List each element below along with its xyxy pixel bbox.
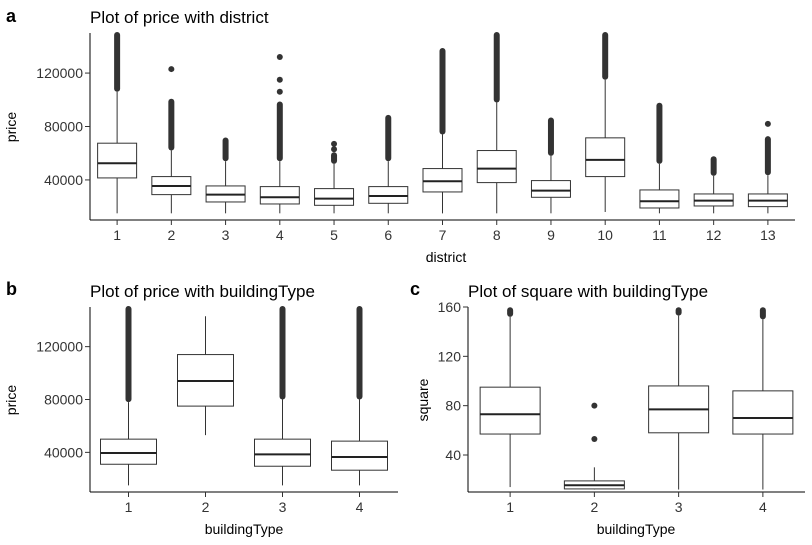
box-a-2 (151, 66, 192, 214)
box-a-11 (639, 102, 680, 214)
box-a-4 (259, 54, 300, 214)
box-a-8 (476, 32, 517, 214)
box-a-7 (422, 48, 463, 214)
y-tick-label-a: 120000 (36, 65, 83, 81)
y-tick-label-b: 80000 (44, 392, 83, 408)
box-a-1 (97, 32, 138, 214)
x-tick-label-b: 2 (202, 499, 210, 515)
box-b-2 (177, 316, 234, 436)
iqr-box (732, 390, 794, 435)
outlier-point (331, 146, 338, 153)
box-a-9 (530, 117, 571, 214)
x-axis-title-a: district (426, 249, 467, 265)
y-tick-label-c: 120 (438, 348, 462, 364)
iqr-box (476, 150, 517, 184)
outlier-point (591, 402, 598, 409)
iqr-box (331, 440, 388, 471)
box-c-3 (648, 307, 710, 490)
box-a-12 (693, 156, 734, 214)
outlier-point (591, 435, 598, 442)
x-tick-label-a: 13 (760, 227, 776, 243)
iqr-box (100, 438, 157, 465)
x-tick-label-a: 5 (330, 227, 338, 243)
outlier-point (276, 88, 283, 95)
panel-title-a: Plot of price with district (90, 8, 269, 27)
panel-letter-a: a (6, 6, 17, 26)
outlier-point (168, 66, 175, 73)
panel-title-c: Plot of square with buildingType (468, 282, 708, 301)
x-tick-label-c: 2 (590, 499, 598, 515)
iqr-box (254, 438, 311, 467)
box-a-3 (205, 137, 246, 214)
y-axis-title-a: price (3, 112, 19, 143)
x-tick-label-b: 3 (279, 499, 287, 515)
box-a-5 (314, 140, 355, 214)
iqr-box (530, 180, 571, 198)
box-a-10 (585, 32, 626, 212)
panel-title-b: Plot of price with buildingType (90, 282, 315, 301)
x-tick-label-a: 8 (493, 227, 501, 243)
box-b-3 (254, 306, 311, 486)
box-c-1 (479, 307, 541, 488)
iqr-box (259, 186, 300, 205)
y-tick-label-c: 80 (445, 398, 461, 414)
x-tick-label-b: 4 (356, 499, 364, 515)
plot-b: 40000 80000 120000 1 2 3 4 buildingType price (3, 306, 398, 537)
x-tick-label-a: 2 (167, 227, 175, 243)
x-tick-label-a: 6 (384, 227, 392, 243)
box-b-1 (100, 306, 157, 486)
plot-c: 40 80 120 160 1 2 3 4 buildingType square (415, 299, 805, 537)
iqr-box (422, 168, 463, 193)
box-c-4 (732, 307, 794, 490)
x-tick-label-a: 10 (597, 227, 613, 243)
outlier-point (764, 120, 771, 127)
x-tick-label-c: 1 (506, 499, 514, 515)
y-tick-label-b: 120000 (36, 339, 83, 355)
x-tick-label-c: 4 (759, 499, 767, 515)
x-tick-label-b: 1 (125, 499, 133, 515)
x-tick-label-a: 7 (439, 227, 447, 243)
outlier-point (276, 76, 283, 83)
y-tick-label-c: 40 (445, 447, 461, 463)
x-tick-label-a: 9 (547, 227, 555, 243)
iqr-box (585, 137, 626, 178)
x-tick-label-c: 3 (675, 499, 683, 515)
iqr-box (314, 188, 355, 206)
y-tick-label-c: 160 (438, 299, 462, 315)
y-tick-label-b: 40000 (44, 444, 83, 460)
panel-letter-b: b (6, 279, 17, 299)
x-tick-label-a: 12 (706, 227, 722, 243)
outlier-point (331, 140, 338, 147)
box-b-4 (331, 306, 388, 486)
y-axis-title-b: price (3, 385, 19, 416)
outlier-point (276, 54, 283, 61)
y-tick-label-a: 40000 (44, 172, 83, 188)
x-tick-label-a: 1 (113, 227, 121, 243)
x-axis-title-b: buildingType (205, 521, 284, 537)
y-tick-label-a: 80000 (44, 119, 83, 135)
x-axis-title-c: buildingType (597, 521, 676, 537)
box-a-13 (747, 120, 788, 214)
box-c-2 (563, 402, 625, 490)
iqr-box (479, 386, 541, 435)
box-a-6 (368, 114, 409, 214)
x-tick-label-a: 11 (652, 227, 667, 243)
x-tick-label-a: 4 (276, 227, 284, 243)
y-axis-title-c: square (415, 378, 431, 421)
iqr-box (97, 142, 138, 179)
iqr-box (368, 186, 409, 204)
x-tick-label-a: 3 (222, 227, 230, 243)
panel-letter-c: c (410, 279, 420, 299)
iqr-box (639, 189, 680, 209)
